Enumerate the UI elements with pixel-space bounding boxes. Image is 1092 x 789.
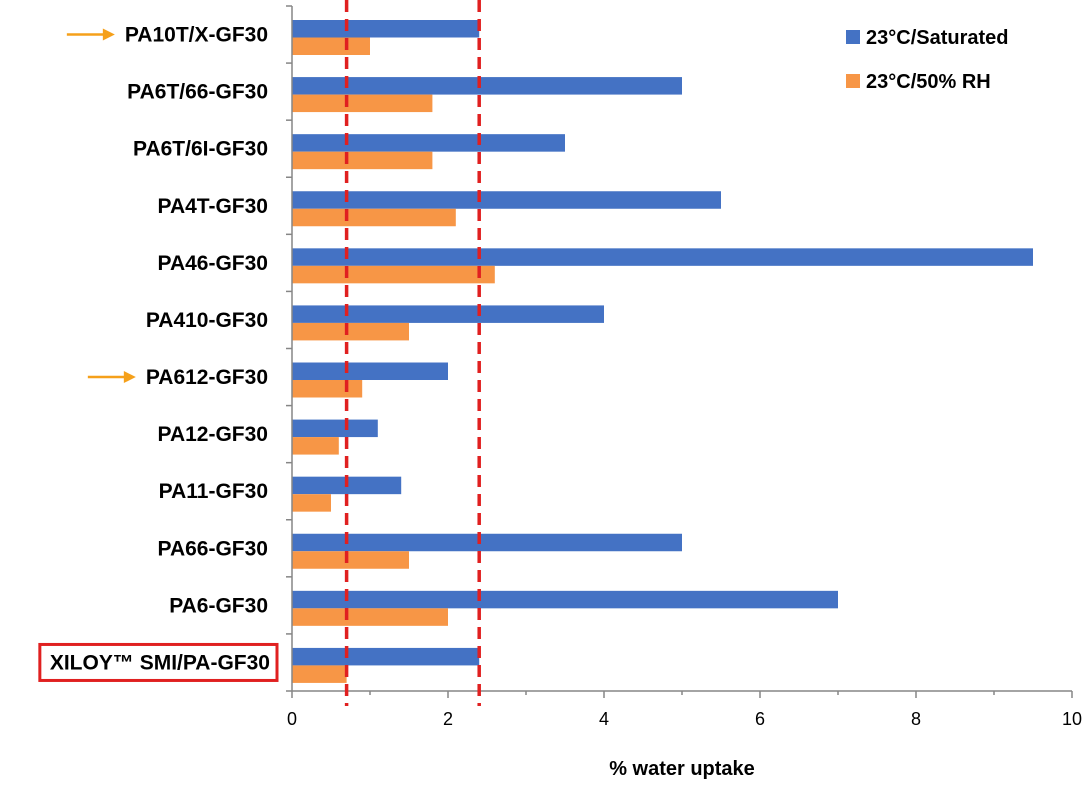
x-tick-label: 4 [599, 709, 609, 729]
bar-50rh-5 [292, 322, 409, 341]
bar-saturated-10 [292, 590, 838, 609]
legend-swatch [846, 74, 860, 88]
category-label: PA66-GF30 [158, 537, 269, 560]
bar-50rh-11 [292, 665, 347, 683]
x-tick-label: 8 [911, 709, 921, 729]
legend-label: 23°C/50% RH [866, 71, 991, 93]
bar-saturated-9 [292, 533, 682, 552]
bar-50rh-4 [292, 265, 495, 284]
category-label: PA6T/6I-GF30 [133, 138, 268, 161]
category-label: PA10T/X-GF30 [125, 24, 268, 47]
bar-saturated-7 [292, 419, 378, 438]
bar-saturated-1 [292, 77, 682, 95]
x-tick-label: 6 [755, 709, 765, 729]
bar-saturated-11 [292, 647, 480, 666]
category-label: PA6T/66-GF30 [127, 81, 268, 104]
plot-area: 0 2 4 6 8 10 PA10T/X-GF30 PA6T/66-GF30 PA6T/6I-G… [38, 0, 1082, 729]
bar-50rh-0 [292, 37, 370, 55]
category-label: PA12-GF30 [158, 423, 269, 446]
bar-50rh-8 [292, 494, 331, 512]
highlight-arrow-icon [102, 28, 115, 41]
bar-50rh-2 [292, 151, 433, 170]
bar-saturated-3 [292, 191, 721, 209]
category-label: PA612-GF30 [146, 366, 268, 389]
category-label: XILOY™ SMI/PA-GF30 [50, 651, 270, 674]
legend-swatch [846, 30, 860, 44]
bar-50rh-3 [292, 208, 456, 227]
bar-50rh-9 [292, 551, 409, 569]
bar-50rh-1 [292, 94, 433, 113]
bar-saturated-5 [292, 305, 604, 323]
bar-saturated-0 [292, 20, 480, 38]
x-axis-title: % water uptake [609, 758, 755, 780]
category-label: PA6-GF30 [169, 594, 268, 617]
highlight-box [38, 642, 279, 682]
bar-saturated-4 [292, 248, 1033, 266]
bar-saturated-6 [292, 362, 448, 380]
x-tick-label: 0 [287, 709, 297, 729]
x-tick-label: 2 [443, 709, 453, 729]
bar-50rh-7 [292, 437, 339, 455]
highlight-arrow-icon [123, 371, 136, 384]
category-label: PA410-GF30 [146, 309, 268, 332]
legend-label: 23°C/Saturated [866, 27, 1009, 49]
category-label: PA46-GF30 [158, 252, 269, 275]
bar-saturated-2 [292, 134, 565, 152]
x-tick-label: 10 [1062, 709, 1082, 729]
bar-50rh-6 [292, 380, 363, 398]
bar-50rh-10 [292, 608, 448, 626]
category-label: PA4T-GF30 [158, 195, 268, 218]
legend: 23°C/Saturated 23°C/50% RH [846, 27, 1009, 93]
category-label: PA11-GF30 [159, 480, 268, 503]
